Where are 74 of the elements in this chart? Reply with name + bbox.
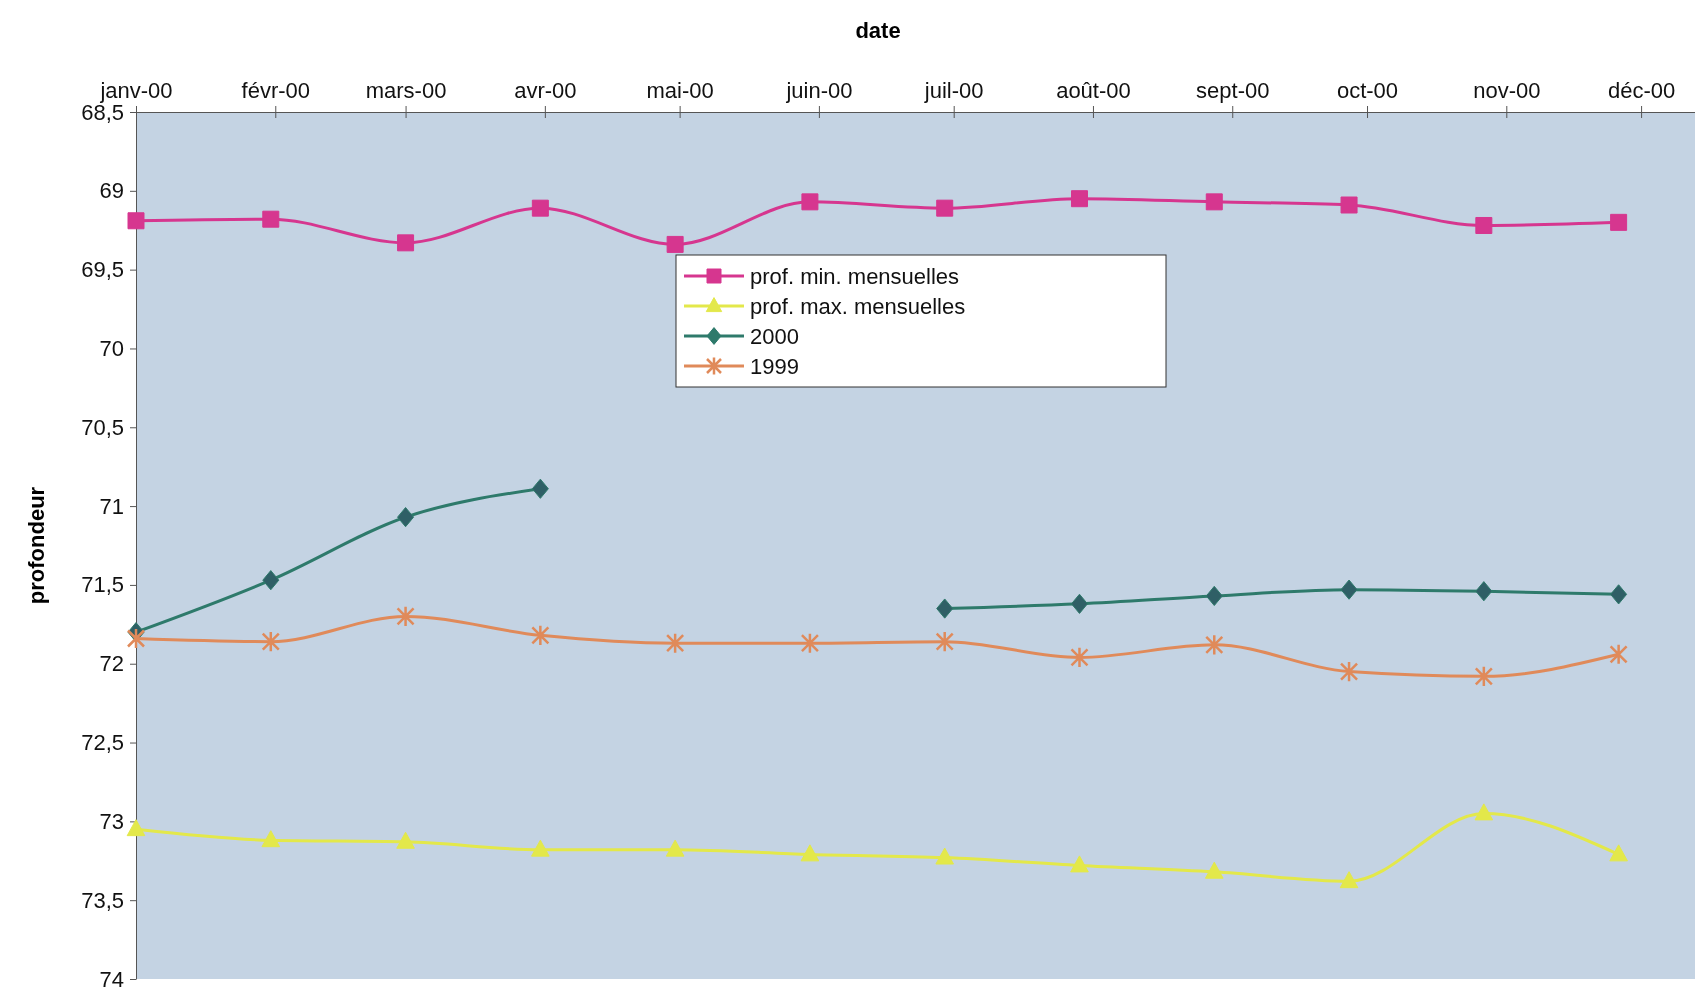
legend-label: prof. min. mensuelles (750, 264, 960, 289)
point (1340, 196, 1358, 214)
x-tick-label: juil-00 (923, 78, 984, 103)
point (262, 570, 280, 591)
y-axis-title: profondeur (24, 486, 49, 605)
y-tick-label: 69 (99, 178, 124, 204)
y-tick-label: 69,5 (81, 257, 124, 283)
legend-label: 2000 (750, 324, 799, 349)
y-tick-label: 70,5 (81, 414, 124, 440)
point (800, 632, 820, 655)
point (666, 235, 684, 253)
x-tick-label: mai-00 (646, 78, 714, 103)
x-tick-label: janv-00 (99, 78, 173, 103)
point (801, 193, 819, 211)
point (1205, 585, 1223, 607)
point (936, 199, 954, 217)
legend-label: prof. max. mensuelles (750, 294, 966, 319)
point (1205, 633, 1224, 656)
point (935, 847, 954, 865)
point (126, 819, 146, 837)
x-tick-label: nov-00 (1473, 78, 1541, 103)
point (531, 199, 549, 217)
point (261, 830, 281, 848)
y-tick-label: 72,5 (81, 730, 124, 756)
point (261, 630, 281, 653)
point (262, 210, 280, 228)
point (1339, 871, 1359, 889)
y-tick-label: 70 (99, 335, 124, 361)
point (1070, 646, 1089, 669)
y-tick-label: 73 (99, 808, 124, 834)
legend-label: 1999 (750, 354, 799, 379)
point (935, 630, 954, 653)
point (126, 627, 146, 650)
point (1070, 190, 1088, 208)
point (1340, 579, 1358, 600)
point (1474, 665, 1494, 688)
point (397, 234, 415, 252)
point (1610, 213, 1628, 231)
x-tick-label: juin-00 (785, 78, 853, 103)
y-tick-label: 72 (99, 651, 124, 677)
x-tick-label: avr-00 (514, 78, 577, 103)
x-tick-label: févr-00 (241, 78, 311, 103)
point (1609, 844, 1628, 862)
x-tick-label: août-00 (1056, 78, 1131, 103)
y-tick-label: 71 (99, 493, 124, 519)
point (1474, 803, 1494, 821)
point (936, 598, 954, 619)
point (1339, 660, 1359, 683)
point (531, 839, 550, 857)
point (665, 839, 685, 857)
x-axis-title: date (855, 18, 901, 43)
x-tick-label: mars-00 (365, 78, 447, 103)
x-tick-label: sept-00 (1196, 78, 1270, 103)
y-tick-label: 74 (99, 966, 124, 992)
point (1475, 581, 1493, 602)
point (1610, 584, 1628, 605)
point (1609, 643, 1628, 666)
point (531, 478, 549, 499)
point (800, 844, 820, 862)
point (1475, 217, 1493, 234)
point (397, 507, 415, 528)
point (127, 212, 145, 230)
point (1205, 193, 1223, 211)
point (1070, 593, 1088, 614)
point (396, 605, 415, 628)
point (1204, 861, 1224, 879)
point (531, 624, 550, 647)
x-tick-label: déc-00 (1607, 78, 1676, 103)
y-tick-label: 71,5 (81, 572, 124, 598)
y-tick-label: 73,5 (81, 887, 124, 913)
point (396, 831, 415, 849)
point (665, 632, 685, 655)
x-tick-label: oct-00 (1336, 78, 1399, 103)
point (1070, 855, 1089, 873)
